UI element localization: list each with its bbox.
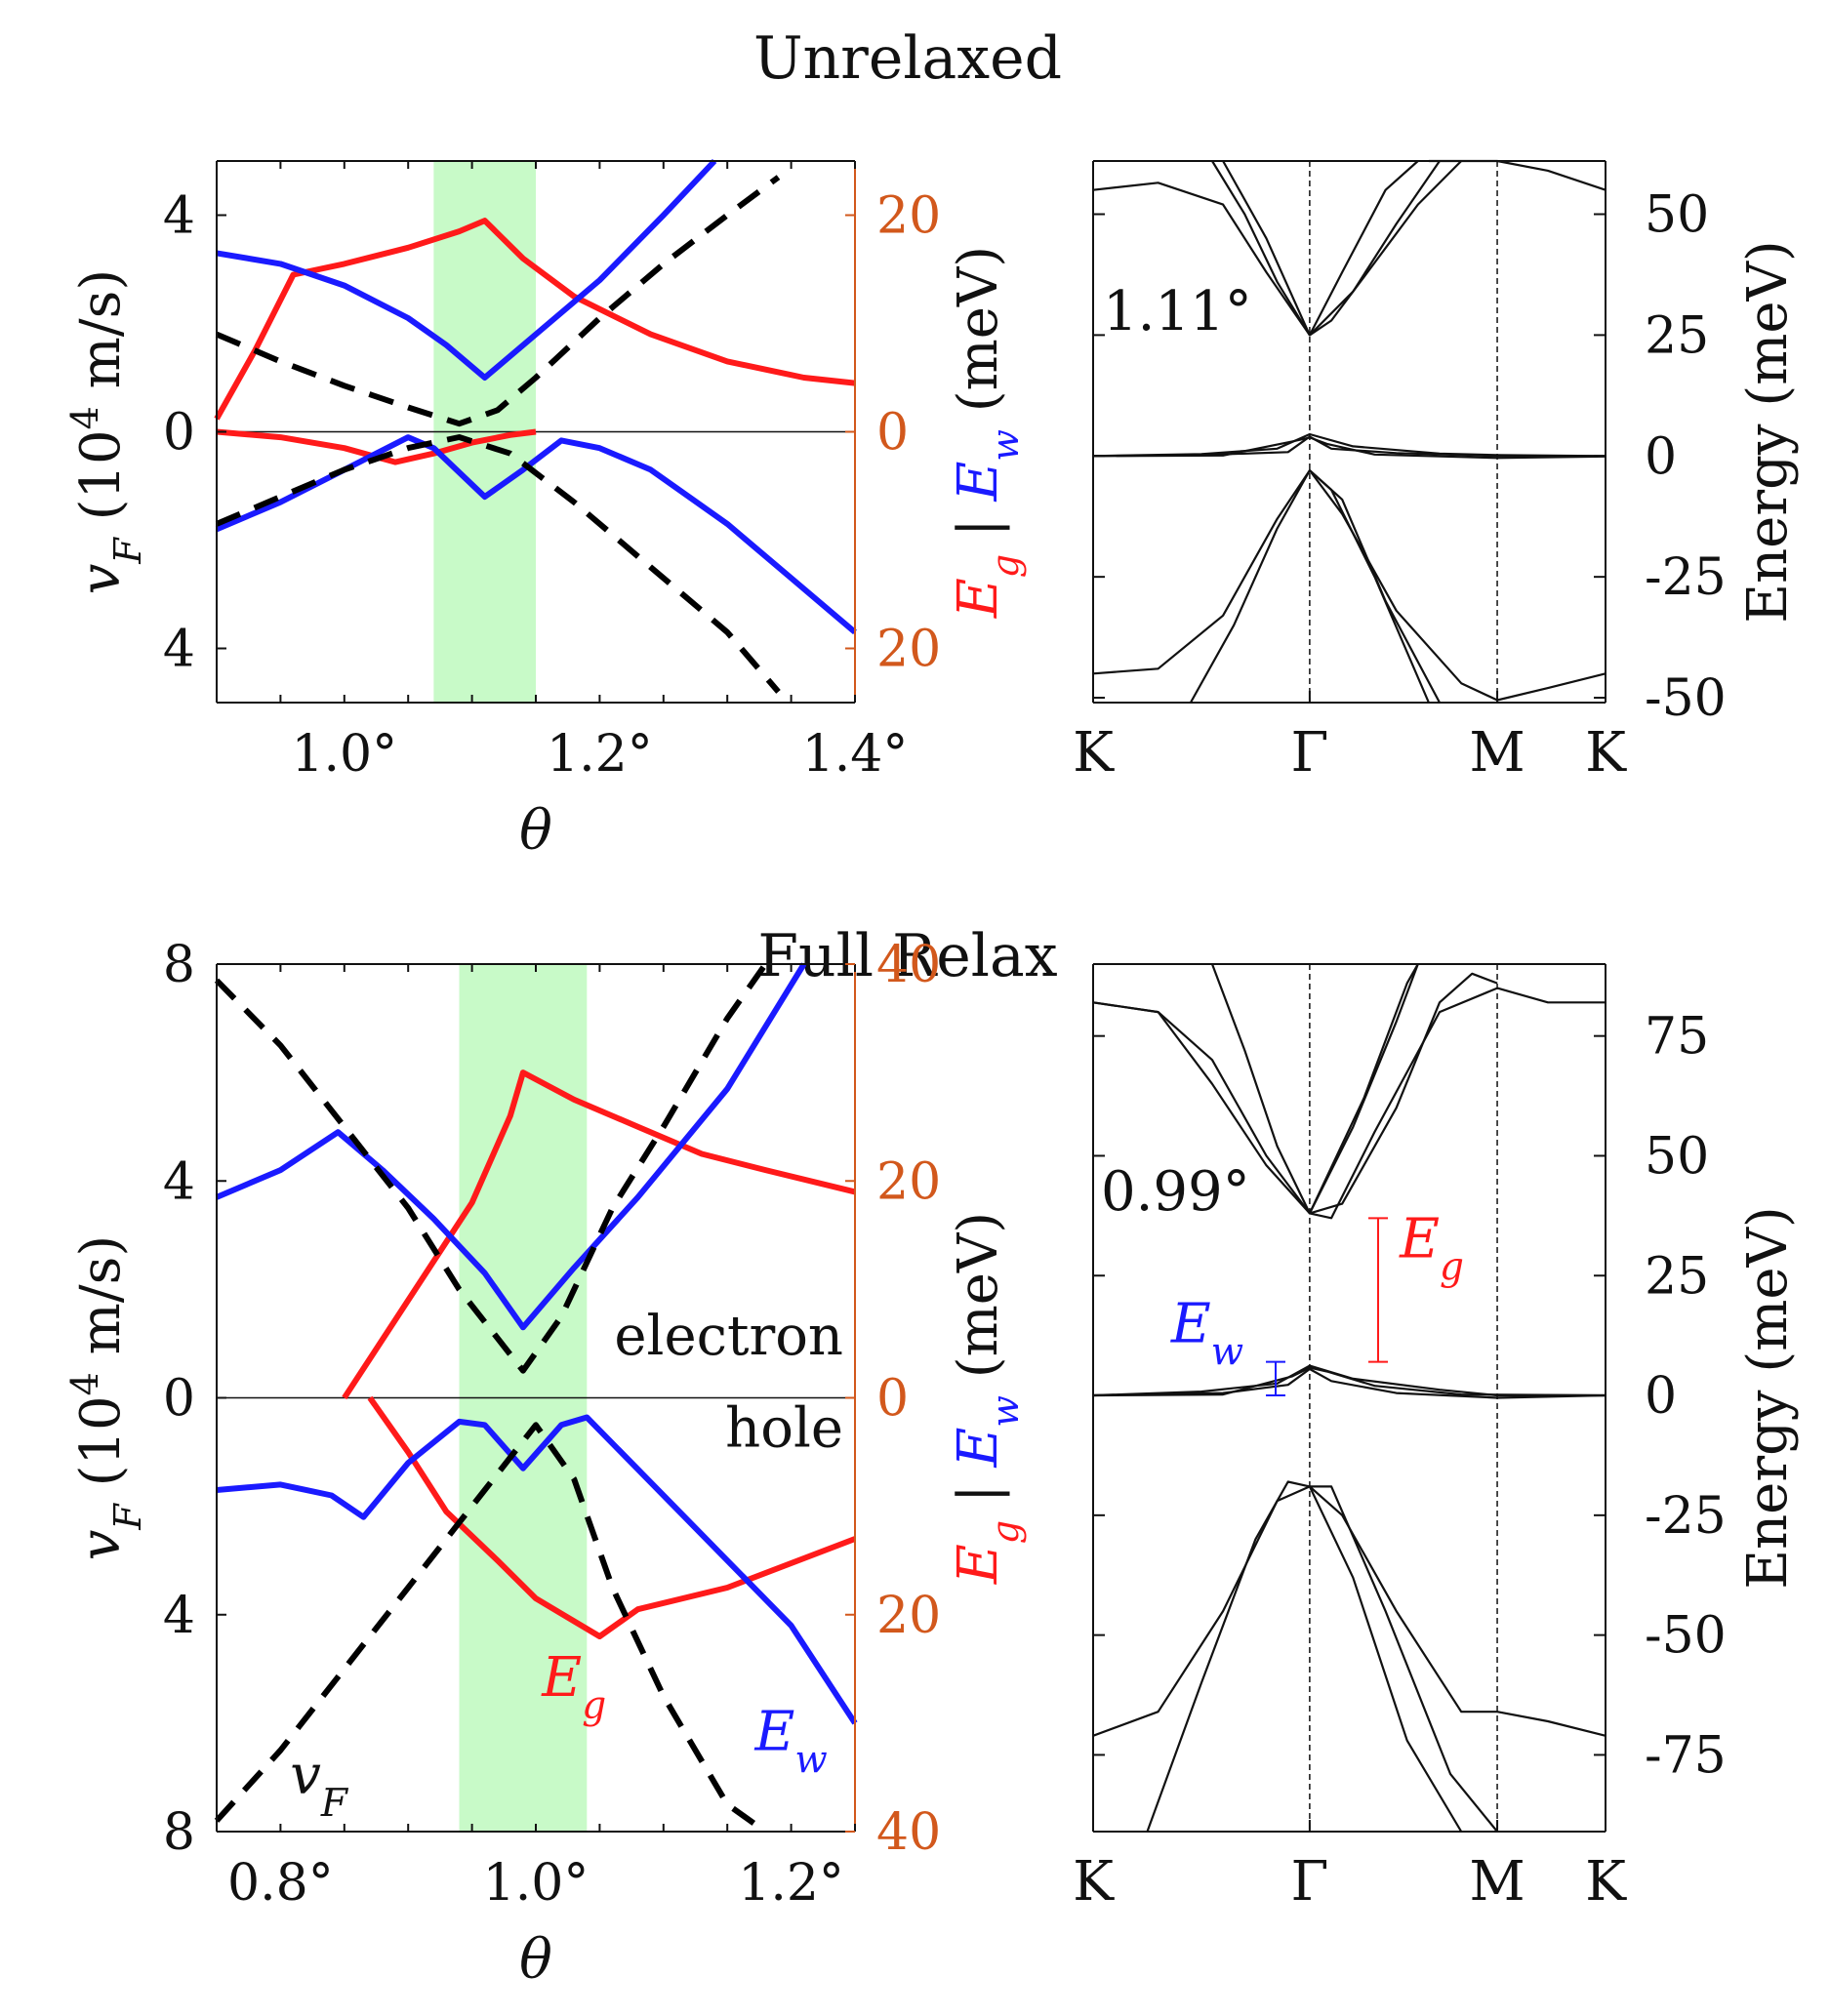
y-tick-label: 50 [1645,186,1709,245]
y-tick-label: -25 [1645,548,1727,607]
x-axis-label: θ [519,799,552,863]
y-left-tick-label: 4 [163,1152,195,1211]
series-vf-electron [214,962,768,1374]
band-band-v2 [1146,1480,1498,1833]
y-axis-label: Energy (meV) [1736,1206,1800,1590]
y-left-tick-label: 8 [163,1803,195,1862]
x-axis-label: θ [519,1928,552,1992]
y-right-tick-label: 0 [876,404,909,463]
title-full-relax: Full Relax [757,922,1057,990]
band-band-v3 [1309,469,1441,704]
x-tick-label: 1.2° [547,725,653,784]
band-flat-v1 [1092,432,1606,458]
y-axis-label: Energy (meV) [1736,240,1800,624]
x-tick-label: Γ [1290,1850,1328,1914]
series-vf-electron [215,175,781,427]
x-tick-label: K [1073,1850,1115,1914]
band-band-c1 [1092,987,1606,1220]
label-Ew: Ew [753,1701,827,1783]
y-right-tick-label: 20 [876,1152,941,1211]
band-band-c4 [1222,160,1419,337]
band-band-c2 [1092,972,1498,1215]
series-ew-hole [216,1414,858,1725]
y-tick-label: 50 [1645,1127,1709,1186]
band-band-c3 [1428,159,1606,191]
panel-top-left: 1.0° 1.2° 1.4° 4 0 4 20 0 20 θ vF (104 m/s) Eg | Ew… [63,158,1027,863]
twist-angle-annotation: 0.99° [1101,1160,1250,1224]
band-band-v3 [1308,1485,1463,1833]
y-left-tick-label: 0 [163,404,195,463]
y-right-tick-label: 40 [876,1803,941,1862]
y-right-tick-label: 20 [876,621,941,679]
series-eg-hole [216,428,537,465]
y-tick-label: -75 [1645,1726,1727,1785]
x-tick-label: Γ [1290,721,1328,785]
x-tick-label: K [1585,721,1627,785]
series-eg-hole [367,1395,857,1639]
band-band-c4 [1308,963,1419,1214]
series-ew-electron [216,158,717,381]
label-Eg: Eg [541,1646,606,1728]
series-ew-electron [215,962,807,1331]
y-left-tick-label: 8 [163,936,195,994]
series-eg-electron [214,218,856,421]
y-tick-label: 25 [1645,1247,1709,1306]
Ew-marker-label: Ew [1170,1293,1243,1375]
x-tick-label: 0.8° [227,1854,334,1913]
y-right-tick-label: 40 [876,936,941,994]
y-left-tick-label: 4 [163,187,195,246]
band-band-v1 [1092,1485,1606,1737]
band-band-v1 [1092,469,1606,702]
y-left-axis-label: vF (104 m/s) [63,269,149,594]
series-vf-hole [214,1422,768,1835]
y-right-tick-label: 0 [876,1370,909,1429]
title-unrelaxed: Unrelaxed [753,24,1062,93]
y-left-tick-label: 4 [163,621,195,679]
y-tick-label: 75 [1645,1008,1709,1067]
x-tick-label: K [1585,1850,1627,1914]
y-right-tick-label: 20 [876,187,941,246]
y-right-axis-label: Eg | Ew (meV) [947,246,1027,619]
label-hole: hole [725,1397,843,1461]
y-tick-label: 25 [1645,306,1709,365]
x-tick-label: K [1073,721,1115,785]
label-vF: vF [290,1744,349,1826]
x-tick-label: 1.4° [802,725,909,784]
x-tick-label: M [1469,1850,1525,1914]
y-tick-label: -50 [1645,1607,1727,1666]
x-tick-label: 1.0° [291,725,397,784]
y-tick-label: 0 [1645,427,1677,486]
twist-angle-annotation: 1.11° [1103,280,1252,343]
y-tick-label: 0 [1645,1367,1677,1426]
label-electron: electron [614,1305,843,1368]
band-flat-v2 [1092,1367,1606,1399]
band-flat-v3 [1092,436,1606,460]
y-tick-label: -50 [1645,669,1727,728]
Eg-marker-label: Eg [1399,1207,1464,1289]
x-tick-label: 1.0° [483,1854,590,1913]
y-tick-label: -25 [1645,1487,1727,1546]
series-vf-hole [215,434,781,694]
y-left-tick-label: 0 [163,1370,195,1429]
x-tick-label: 1.2° [738,1854,844,1913]
band-flat-v1 [1092,1364,1606,1397]
band-flat-v3 [1092,1366,1606,1397]
y-right-tick-label: 20 [876,1587,941,1645]
x-tick-label: M [1469,721,1525,785]
y-left-axis-label: vF (104 m/s) [63,1235,149,1560]
series-eg-electron [342,1069,856,1400]
y-right-axis-label: Eg | Ew (meV) [947,1212,1027,1585]
y-left-tick-label: 4 [163,1587,195,1645]
